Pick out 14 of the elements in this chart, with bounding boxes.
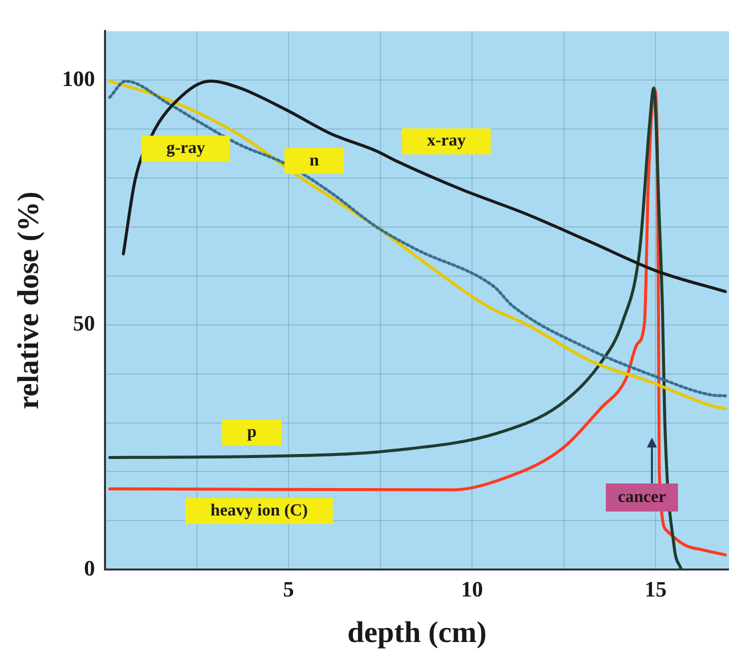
y-axis-title: relative dose (%) [12, 192, 45, 410]
x-tick-label: 5 [283, 576, 294, 602]
y-tick-label: 50 [73, 310, 95, 336]
series-label: heavy ion (C) [210, 500, 308, 520]
series-label: x-ray [427, 130, 466, 150]
y-tick-label: 100 [62, 66, 95, 91]
series-label: n [309, 150, 320, 170]
x-tick-label: 10 [461, 576, 484, 602]
x-axis-title: depth (cm) [347, 616, 487, 649]
x-tick-label: 15 [644, 576, 667, 602]
series-label: p [247, 422, 257, 441]
series-label: g-ray [166, 138, 206, 158]
annotation: cancer [618, 486, 666, 506]
y-tick-label: 0 [84, 555, 95, 580]
